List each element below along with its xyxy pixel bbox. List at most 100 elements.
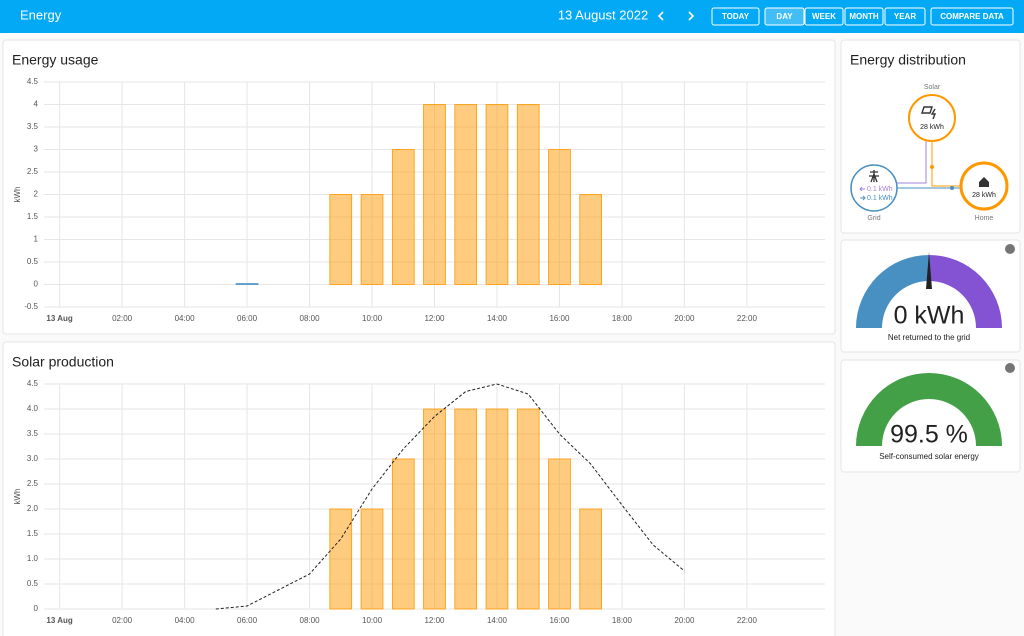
app-header bbox=[0, 0, 1024, 33]
y-tick-label: 0.5 bbox=[27, 257, 39, 266]
x-tick-label: 13 Aug bbox=[46, 314, 72, 323]
x-tick-label: 14:00 bbox=[487, 314, 508, 323]
x-tick-label: 04:00 bbox=[175, 314, 196, 323]
y-tick-label: 1.5 bbox=[27, 529, 39, 538]
bar bbox=[485, 104, 509, 285]
header-button[interactable] bbox=[711, 7, 760, 26]
bar bbox=[329, 508, 353, 610]
x-tick-label: 12:00 bbox=[424, 616, 445, 625]
x-tick-label: 20:00 bbox=[674, 314, 695, 323]
button-label[interactable]: YEAR bbox=[894, 12, 916, 21]
y-tick-label: 1.0 bbox=[27, 554, 39, 563]
y-tick-label: 3.5 bbox=[27, 122, 39, 131]
x-tick-label: 20:00 bbox=[674, 616, 695, 625]
y-tick-label: 2.5 bbox=[27, 479, 39, 488]
gauge-needle bbox=[926, 252, 932, 289]
bar bbox=[516, 408, 540, 610]
button-label[interactable]: COMPARE DATA bbox=[940, 12, 1004, 21]
y-axis-label: kWh bbox=[13, 489, 22, 505]
x-tick-label: 22:00 bbox=[737, 314, 758, 323]
y-tick-label: 4 bbox=[34, 100, 39, 109]
gauge-caption: Net returned to the grid bbox=[888, 333, 970, 342]
bar bbox=[454, 104, 478, 285]
chart-title: Solar production bbox=[12, 354, 114, 370]
x-tick-label: 02:00 bbox=[112, 616, 133, 625]
card bbox=[840, 239, 1021, 353]
x-tick-label: 02:00 bbox=[112, 314, 133, 323]
header-title: Energy bbox=[20, 7, 62, 22]
x-tick-label: 18:00 bbox=[612, 314, 633, 323]
x-tick-label: 14:00 bbox=[487, 616, 508, 625]
y-tick-label: 3.0 bbox=[27, 454, 39, 463]
header-button[interactable] bbox=[764, 7, 805, 26]
grid-from: 0.1 kWh bbox=[867, 186, 893, 193]
card bbox=[2, 341, 836, 636]
gauge-arc bbox=[856, 373, 1002, 446]
solar-node bbox=[908, 94, 956, 142]
y-tick-label: 2 bbox=[34, 190, 39, 199]
gauge-value: 99.5 % bbox=[890, 421, 968, 449]
info-icon[interactable] bbox=[1005, 244, 1015, 254]
header-button[interactable] bbox=[844, 7, 884, 26]
bar bbox=[391, 458, 415, 610]
gauge-arc bbox=[929, 255, 1002, 328]
header-button[interactable] bbox=[804, 7, 844, 26]
bar bbox=[423, 104, 446, 285]
node-value: 28 kWh bbox=[972, 192, 996, 199]
y-tick-label: 1.5 bbox=[27, 212, 39, 221]
node-value: 28 kWh bbox=[920, 124, 944, 131]
card-title: Energy distribution bbox=[850, 52, 966, 68]
y-tick-label: -0.5 bbox=[24, 302, 38, 311]
x-tick-label: 06:00 bbox=[237, 616, 258, 625]
button-label[interactable]: MONTH bbox=[849, 12, 879, 21]
y-tick-label: 3 bbox=[34, 145, 39, 154]
grid-icon bbox=[869, 170, 879, 183]
x-tick-label: 10:00 bbox=[362, 314, 383, 323]
header-button[interactable] bbox=[930, 7, 1014, 26]
gauge-arc bbox=[856, 255, 929, 328]
x-tick-label: 16:00 bbox=[549, 314, 570, 323]
bar bbox=[548, 458, 571, 610]
bar bbox=[329, 194, 353, 285]
x-tick-label: 08:00 bbox=[300, 616, 321, 625]
button-label[interactable]: DAY bbox=[776, 12, 793, 21]
node-label: Solar bbox=[924, 84, 941, 91]
bar bbox=[485, 408, 509, 610]
y-tick-label: 2.0 bbox=[27, 504, 39, 513]
bar bbox=[579, 508, 603, 610]
date-label: 13 August 2022 bbox=[558, 7, 648, 22]
x-tick-label: 06:00 bbox=[237, 314, 258, 323]
bar bbox=[235, 283, 259, 285]
bar bbox=[579, 194, 603, 285]
y-tick-label: 0 bbox=[34, 604, 39, 613]
info-icon[interactable] bbox=[1005, 363, 1015, 373]
node-label: Home bbox=[975, 215, 994, 222]
next-button[interactable] bbox=[688, 11, 695, 21]
node-label: Grid bbox=[867, 215, 880, 222]
y-tick-label: 4.5 bbox=[27, 379, 39, 388]
header-button[interactable] bbox=[884, 7, 926, 26]
button-label[interactable]: WEEK bbox=[812, 12, 836, 21]
card bbox=[2, 39, 836, 335]
flow-line bbox=[931, 141, 961, 187]
gauge-caption: Self-consumed solar energy bbox=[879, 452, 979, 461]
bar bbox=[360, 194, 384, 285]
y-tick-label: 4.5 bbox=[27, 77, 39, 86]
prev-button[interactable] bbox=[657, 11, 664, 21]
flow-dot bbox=[950, 186, 954, 190]
x-tick-label: 13 Aug bbox=[46, 616, 72, 625]
button-label[interactable]: TODAY bbox=[722, 12, 750, 21]
x-tick-label: 16:00 bbox=[549, 616, 570, 625]
flow-line bbox=[897, 141, 927, 184]
y-tick-label: 3.5 bbox=[27, 429, 39, 438]
solar-icon bbox=[921, 106, 937, 120]
x-tick-label: 22:00 bbox=[737, 616, 758, 625]
x-tick-label: 18:00 bbox=[612, 616, 633, 625]
bar bbox=[454, 408, 478, 610]
y-tick-label: 1 bbox=[34, 235, 39, 244]
y-tick-label: 0 bbox=[34, 280, 39, 289]
y-tick-label: 2.5 bbox=[27, 167, 39, 176]
arrow-icon bbox=[859, 186, 865, 192]
arrow-icon bbox=[860, 195, 866, 201]
